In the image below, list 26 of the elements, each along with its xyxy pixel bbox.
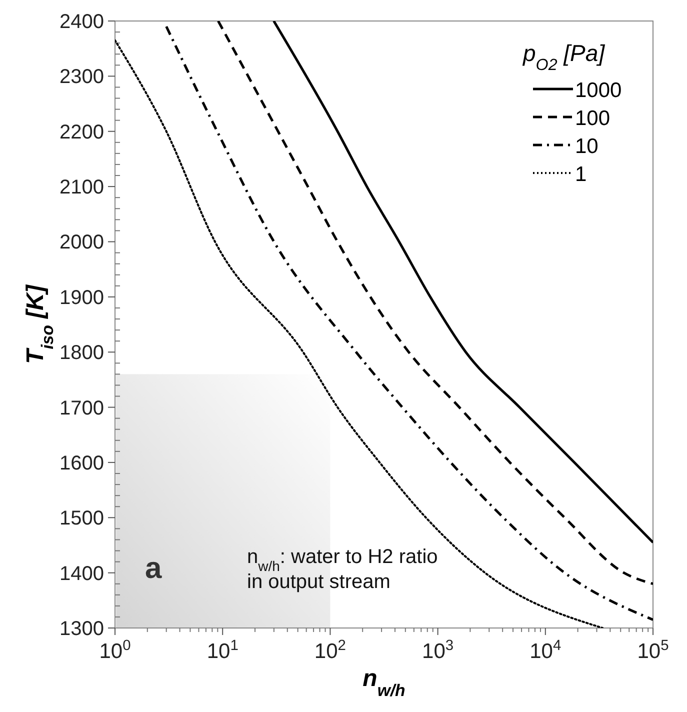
x-tick-label: 10$^{5}$ xyxy=(637,638,669,663)
annotation: a xyxy=(145,552,162,585)
y-tick-label: 1600 xyxy=(60,452,104,474)
y-tick-label: 1300 xyxy=(60,618,104,640)
legend-label: 1 xyxy=(575,163,587,186)
x-tick-label: 10$^{1}$ xyxy=(206,638,238,663)
y-tick-label: 2400 xyxy=(60,11,104,33)
y-tick-label: 1800 xyxy=(60,342,104,364)
y-tick-label: 2100 xyxy=(60,176,104,199)
y-tick-label: 1500 xyxy=(60,508,104,530)
y-tick-label: 1400 xyxy=(60,562,104,585)
x-tick-label: 10$^{4}$ xyxy=(530,638,562,663)
legend-label: 1000 xyxy=(575,79,622,102)
x-tick-label: 10$^{2}$ xyxy=(314,638,346,663)
x-axis-title: n$_{w/h}$ xyxy=(362,665,406,700)
legend-title: p$_{O2}$ [Pa] xyxy=(522,40,606,74)
y-tick-label: 2200 xyxy=(60,121,104,144)
y-tick-label: 2300 xyxy=(60,66,104,88)
x-tick-label: 10$^{3}$ xyxy=(422,638,454,663)
legend-label: 100 xyxy=(575,107,610,130)
x-tick-label: 10$^{0}$ xyxy=(99,638,131,663)
legend-label: 10 xyxy=(575,135,598,158)
annotation: n$_{w/h}$: water to H2 ratio in output stream xyxy=(247,546,438,593)
y-tick-label: 1700 xyxy=(60,397,104,420)
y-tick-label: 2000 xyxy=(60,232,104,254)
y-tick-label: 1900 xyxy=(60,286,104,309)
